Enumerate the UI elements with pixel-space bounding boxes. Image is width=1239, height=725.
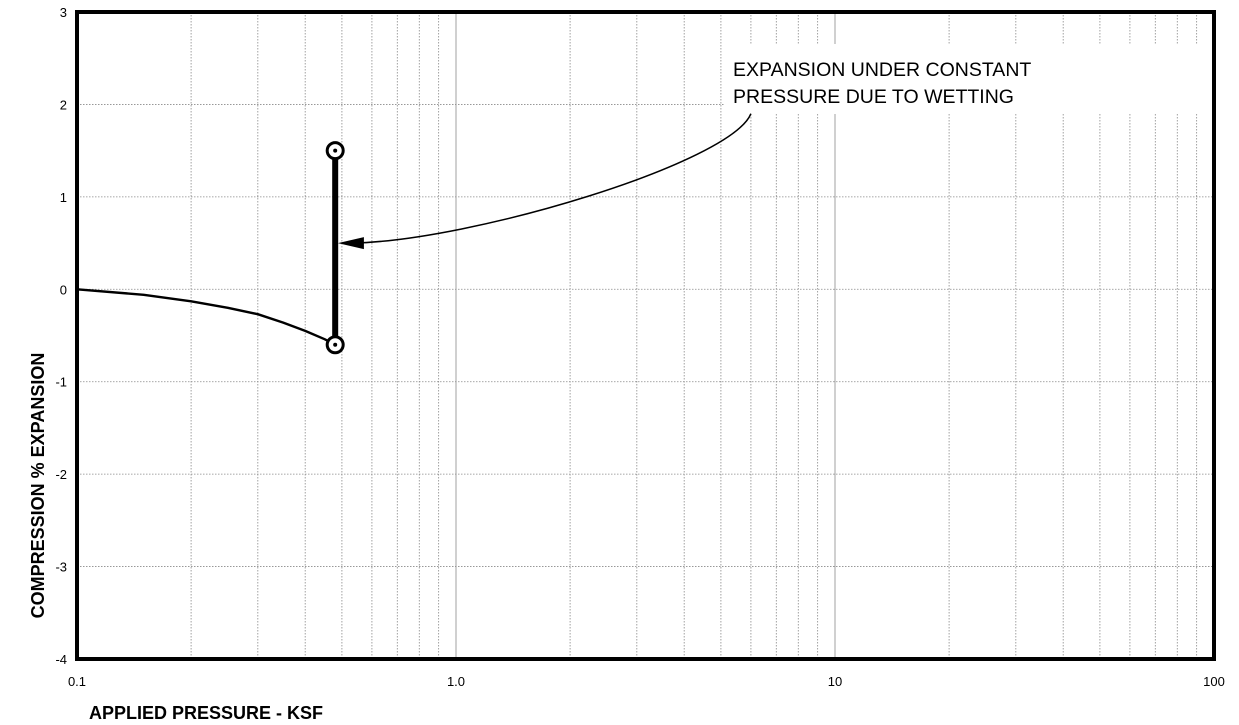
y-tick-label: 0 [60,282,67,297]
annotation-arrowhead [337,237,364,250]
y-tick-label: -4 [55,652,67,667]
x-tick-label: 1.0 [447,674,465,689]
series-group [76,141,345,355]
y-axis-ticks: 3 2 1 0 -1 -2 -3 -4 [55,5,67,667]
x-axis-ticks: 0.1 1.0 10 100 [68,674,1225,689]
annotation-background [725,44,1215,114]
y-tick-label: 2 [60,97,67,112]
x-tick-label: 10 [828,674,842,689]
annotation-line-1: EXPANSION UNDER CONSTANT [733,59,1031,81]
y-tick-label: -2 [55,467,67,482]
plot-frame [75,10,1216,661]
annotation-arrow [351,113,752,244]
annotation-group: EXPANSION UNDER CONSTANT PRESSURE DUE TO… [337,44,1215,250]
x-tick-label: 0.1 [68,674,86,689]
y-tick-label: 1 [60,190,67,205]
y-tick-label: 3 [60,5,67,20]
data-point-marker-center [333,342,338,347]
y-axis-title: COMPRESSION % EXPANSION [28,353,48,619]
x-axis-title: APPLIED PRESSURE - KSF [89,703,323,723]
y-tick-label: -3 [55,560,67,575]
annotation-line-2: PRESSURE DUE TO WETTING [733,86,1014,108]
grid [77,12,1214,659]
data-point-marker-center [333,148,338,153]
x-tick-label: 100 [1203,674,1225,689]
y-tick-label: -1 [55,375,67,390]
loading-curve [76,288,336,346]
